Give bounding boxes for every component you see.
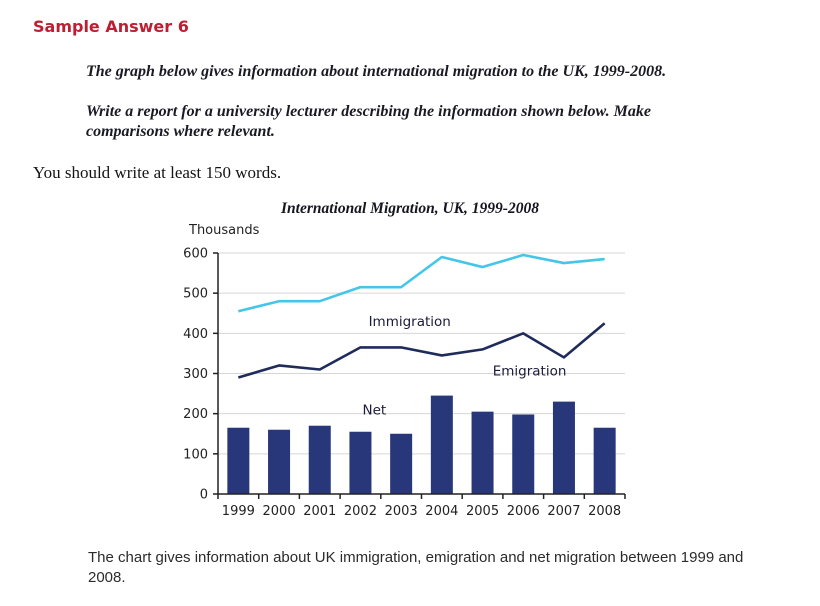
task-prompt-line1: The graph below gives information about …	[86, 63, 667, 80]
net-bar	[552, 401, 575, 494]
x-tick-label: 2001	[303, 504, 336, 519]
migration-chart: 0 100 200 300 400 500 600 1999 2000 2001 2002 2003 2…	[183, 247, 626, 519]
x-tick-label: 1999	[222, 504, 255, 519]
y-axis-unit-label: Thousands	[189, 223, 260, 238]
x-tick-label: 2003	[385, 504, 418, 519]
net-bar	[471, 411, 494, 494]
series-label: Emigration	[493, 364, 567, 380]
migration-chart-block: International Migration, UK, 1999-2008 T…	[175, 197, 645, 537]
x-tick-label: 2000	[263, 504, 296, 519]
chart-caption: The chart gives information about UK imm…	[88, 549, 744, 586]
task-prompt-line2: Write a report for a university lecturer…	[86, 103, 651, 140]
x-tick-label: 2005	[466, 504, 499, 519]
x-tick-label: 2007	[547, 504, 580, 519]
x-tick-label: 2008	[588, 504, 621, 519]
sample-answer-heading: Sample Answer 6	[33, 17, 189, 36]
y-tick-label: 200	[183, 407, 208, 422]
series-label: Immigration	[369, 314, 451, 330]
series-label: Net	[362, 402, 386, 418]
net-bar	[308, 425, 331, 494]
net-bar	[349, 431, 372, 494]
y-tick-label: 400	[183, 327, 208, 342]
y-tick-label: 0	[200, 488, 208, 503]
x-tick-label: 2006	[507, 504, 540, 519]
x-tick-label: 2002	[344, 504, 377, 519]
net-bar	[268, 429, 291, 494]
y-tick-label: 100	[183, 447, 208, 462]
emigration-line	[237, 322, 606, 379]
net-bar	[593, 427, 616, 494]
chart-title: International Migration, UK, 1999-2008	[281, 200, 539, 217]
y-tick-label: 500	[183, 287, 208, 302]
net-bar	[227, 427, 250, 494]
net-bar	[512, 414, 535, 494]
y-tick-label: 300	[183, 367, 208, 382]
net-bar	[430, 395, 453, 494]
y-tick-label: 600	[183, 247, 208, 262]
x-tick-label: 2004	[425, 504, 458, 519]
net-bar	[390, 433, 413, 494]
word-count-instruction: You should write at least 150 words.	[33, 163, 282, 182]
immigration-line	[238, 253, 605, 313]
